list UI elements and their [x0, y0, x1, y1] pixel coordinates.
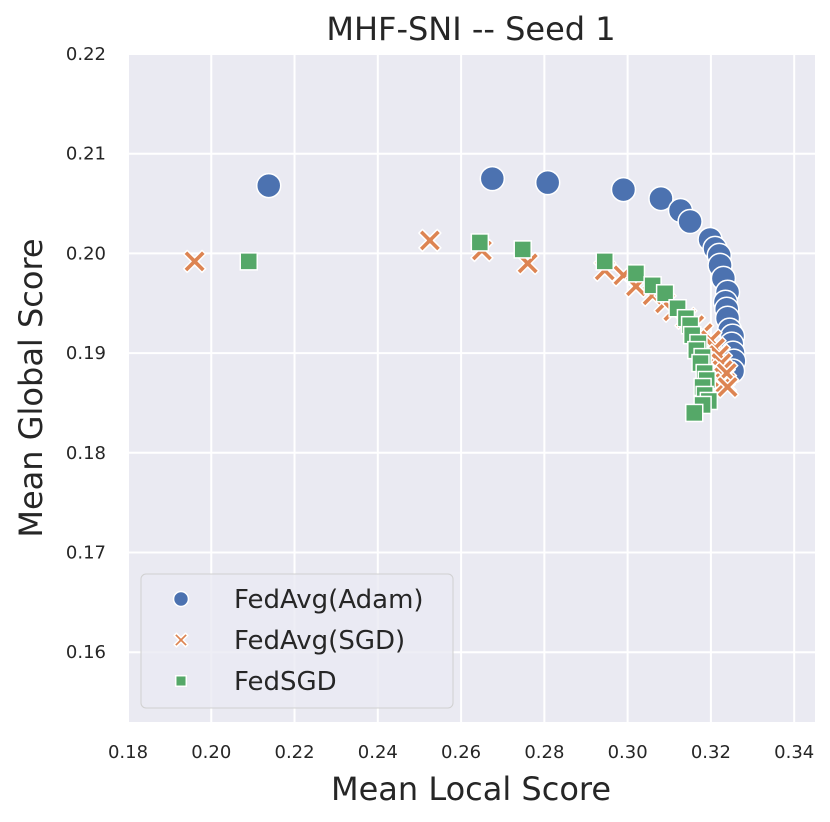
legend-label: FedAvg(Adam)	[234, 585, 424, 615]
y-tick-label: 0.20	[66, 243, 106, 264]
data-point	[255, 172, 282, 199]
data-point	[677, 208, 703, 235]
x-tick-labels: 0.18 0.20 0.22 0.24 0.26 0.28 0.30 0.32 0.34	[108, 742, 814, 763]
y-axis-title: Mean Global Score	[12, 238, 50, 537]
y-tick-labels: 0.16 0.17 0.18 0.19 0.20 0.21 0.22	[66, 44, 106, 663]
x-tick-label: 0.24	[358, 742, 398, 763]
y-tick-label: 0.22	[66, 44, 106, 65]
x-tick-label: 0.34	[774, 742, 814, 763]
x-tick-label: 0.32	[691, 742, 731, 763]
x-tick-label: 0.30	[608, 742, 648, 763]
legend: FedAvg(Adam) FedAvg(SGD) FedSGD	[140, 573, 454, 709]
chart-title: MHF-SNI -- Seed 1	[326, 10, 615, 48]
data-point	[648, 185, 674, 212]
data-point	[715, 375, 740, 399]
x-tick-label: 0.22	[275, 742, 315, 763]
legend-box	[140, 573, 454, 709]
data-point	[418, 228, 442, 253]
x-tick-label: 0.18	[108, 742, 148, 763]
data-point	[610, 176, 637, 203]
data-point	[595, 252, 614, 271]
data-point	[479, 165, 506, 192]
y-tick-label: 0.21	[66, 144, 106, 165]
x-tick-label: 0.20	[191, 742, 231, 763]
legend-marker-square	[174, 674, 188, 688]
y-tick-label: 0.19	[66, 343, 106, 364]
legend-label: FedSGD	[234, 667, 337, 697]
data-point	[655, 284, 675, 303]
y-tick-label: 0.18	[66, 443, 106, 464]
data-point	[685, 403, 704, 423]
data-point	[239, 252, 258, 271]
y-tick-label: 0.16	[66, 642, 106, 663]
data-points	[182, 165, 747, 423]
x-axis-title: Mean Local Score	[331, 770, 611, 808]
grid	[127, 53, 815, 722]
data-point	[470, 233, 490, 252]
y-tick-label: 0.17	[66, 543, 106, 564]
x-tick-label: 0.26	[441, 742, 481, 763]
series-fedavg-adam	[255, 165, 747, 384]
legend-label: FedAvg(SGD)	[234, 626, 405, 656]
data-point	[182, 249, 207, 274]
data-point	[513, 240, 532, 259]
data-point	[626, 264, 646, 283]
legend-marker-x	[173, 632, 189, 648]
data-point	[534, 169, 561, 196]
x-tick-label: 0.28	[524, 742, 564, 763]
legend-marker-circle	[172, 590, 190, 608]
series-fedsgd	[239, 233, 719, 423]
